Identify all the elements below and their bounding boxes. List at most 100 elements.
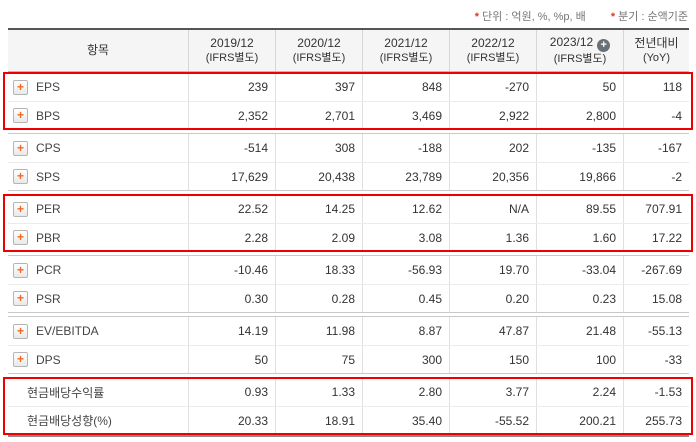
value-cell: 14.25 — [275, 195, 362, 223]
row-label: SPS — [36, 169, 61, 184]
value-cell: 23,789 — [362, 163, 449, 190]
column-header-2021-12: 2021/12 (IFRS별도) — [362, 30, 449, 71]
expand-chart-icon[interactable]: + — [13, 79, 28, 95]
period-header-line1: 2023/12 + — [550, 35, 611, 52]
value-cell: 200.21 — [536, 407, 623, 434]
add-period-icon[interactable]: + — [597, 38, 611, 52]
value-cell: 1.36 — [449, 224, 536, 251]
value-cell: 19.70 — [449, 256, 536, 284]
expand-chart-icon[interactable]: + — [13, 201, 28, 217]
metric-group: + CPS -514 308 -188 202 -135 -167 + SPS 17,629 20,4… — [8, 133, 689, 191]
value-cell: -1.53 — [623, 378, 689, 406]
value-cell: -267.69 — [623, 256, 689, 284]
value-cell: 202 — [449, 134, 536, 162]
value-cell: 255.73 — [623, 407, 689, 434]
value-cell: -33.04 — [536, 256, 623, 284]
column-header-item: 항목 — [86, 43, 110, 57]
value-cell: 0.28 — [275, 285, 362, 312]
column-header-2023-12: 2023/12 + (IFRS별도) — [536, 30, 623, 71]
table-bottom-border — [8, 435, 689, 437]
value-cell: 35.40 — [362, 407, 449, 434]
metric-group: + EV/EBITDA 14.19 11.98 8.87 47.87 21.48 -55.13… — [8, 316, 689, 374]
expand-chart-icon[interactable]: + — [13, 108, 28, 123]
basis-note: * 분기 : 순액기준 — [611, 11, 688, 23]
value-cell: 0.45 — [362, 285, 449, 312]
row-label: PCR — [36, 263, 62, 277]
value-cell: 21.48 — [536, 317, 623, 345]
table-row: + PBR 2.28 2.09 3.08 1.36 1.60 17.22 — [8, 223, 689, 251]
value-cell: -2 — [623, 163, 689, 190]
expand-chart-icon[interactable]: + — [13, 230, 28, 245]
value-cell: -188 — [362, 134, 449, 162]
column-header-yoy: 전년대비 (YoY) — [623, 30, 689, 71]
expand-chart-icon[interactable]: + — [13, 169, 28, 184]
value-cell: -270 — [449, 73, 536, 101]
value-cell: 0.30 — [188, 285, 275, 312]
expand-chart-icon[interactable]: + — [13, 140, 28, 156]
value-cell: 75 — [275, 346, 362, 373]
metric-group: + PER 22.52 14.25 12.62 N/A 89.55 707.91 + PBR 2.2… — [3, 194, 693, 252]
value-cell: 14.19 — [188, 317, 275, 345]
period-header-line2: (IFRS별도) — [466, 51, 520, 64]
row-label-cell: + EPS — [8, 73, 188, 101]
value-cell: -4 — [623, 102, 689, 129]
metric-group: + EPS 239 397 848 -270 50 118 + BPS 2,352 2,701 3,46… — [3, 72, 693, 130]
row-label-cell: + BPS — [8, 102, 188, 129]
row-label: PER — [36, 202, 61, 216]
value-cell: 239 — [188, 73, 275, 101]
row-label-cell: + PCR — [8, 256, 188, 284]
value-cell: 17.22 — [623, 224, 689, 251]
financial-table: 항목 2019/12 (IFRS별도) 2020/12 (IFRS별도) 2021/12… — [3, 28, 693, 437]
table-row: + CPS -514 308 -188 202 -135 -167 — [8, 134, 689, 162]
value-cell: 19,866 — [536, 163, 623, 190]
row-label-cell: + DPS — [8, 346, 188, 373]
column-header-2020-12: 2020/12 (IFRS별도) — [275, 30, 362, 71]
metric-group: 현금배당수익률 0.93 1.33 2.80 3.77 2.24 -1.53 현금배당성향(%… — [3, 377, 693, 435]
note-asterisk: * — [474, 11, 479, 23]
row-label-cell: + CPS — [8, 134, 188, 162]
value-cell: 22.52 — [188, 195, 275, 223]
value-cell: 18.91 — [275, 407, 362, 434]
table-row: + DPS 50 75 300 150 100 -33 — [8, 345, 689, 373]
yoy-header-line1: 전년대비 — [634, 35, 679, 50]
value-cell: 118 — [623, 73, 689, 101]
row-label: PSR — [36, 291, 61, 306]
value-cell: 100 — [536, 346, 623, 373]
value-cell: 50 — [536, 73, 623, 101]
value-cell: -55.52 — [449, 407, 536, 434]
period-header-line2: (IFRS별도) — [292, 51, 346, 64]
value-cell: 17,629 — [188, 163, 275, 190]
value-cell: 12.62 — [362, 195, 449, 223]
value-cell: 1.60 — [536, 224, 623, 251]
value-cell: -167 — [623, 134, 689, 162]
table-row: + EPS 239 397 848 -270 50 118 — [8, 73, 689, 101]
table-notes: * 단위 : 억원, %, %p, 배 * 분기 : 순액기준 — [0, 0, 696, 28]
value-cell: 50 — [188, 346, 275, 373]
table-row: + PCR -10.46 18.33 -56.93 19.70 -33.04 -267.69 — [8, 256, 689, 284]
value-cell: -33 — [623, 346, 689, 373]
value-cell: -135 — [536, 134, 623, 162]
row-label: EPS — [36, 80, 61, 94]
row-label-cell: + EV/EBITDA — [8, 317, 188, 345]
yoy-header-line2: (YoY) — [642, 51, 671, 64]
value-cell: 707.91 — [623, 195, 689, 223]
value-cell: 3.77 — [449, 378, 536, 406]
table-header-row: 항목 2019/12 (IFRS별도) 2020/12 (IFRS별도) 2021/12… — [8, 30, 689, 72]
table-row: + BPS 2,352 2,701 3,469 2,922 2,800 -4 — [8, 101, 689, 129]
column-header-2019-12: 2019/12 (IFRS별도) — [188, 30, 275, 71]
value-cell: 11.98 — [275, 317, 362, 345]
period-header-line2: (IFRS별도) — [205, 51, 259, 64]
period-header-line2: (IFRS별도) — [379, 51, 433, 64]
table-row: 현금배당성향(%) 20.33 18.91 35.40 -55.52 200.21 255.… — [8, 406, 689, 434]
expand-chart-icon[interactable]: + — [13, 352, 28, 367]
expand-chart-icon[interactable]: + — [13, 291, 28, 306]
table-row: + PER 22.52 14.25 12.62 N/A 89.55 707.91 — [8, 195, 689, 223]
expand-chart-icon[interactable]: + — [13, 323, 28, 339]
value-cell: N/A — [449, 195, 536, 223]
value-cell: 308 — [275, 134, 362, 162]
value-cell: 3.08 — [362, 224, 449, 251]
metric-group: + PCR -10.46 18.33 -56.93 19.70 -33.04 -267.69 +… — [8, 255, 689, 313]
table-row: + PSR 0.30 0.28 0.45 0.20 0.23 15.08 — [8, 284, 689, 312]
expand-chart-icon[interactable]: + — [13, 262, 28, 278]
